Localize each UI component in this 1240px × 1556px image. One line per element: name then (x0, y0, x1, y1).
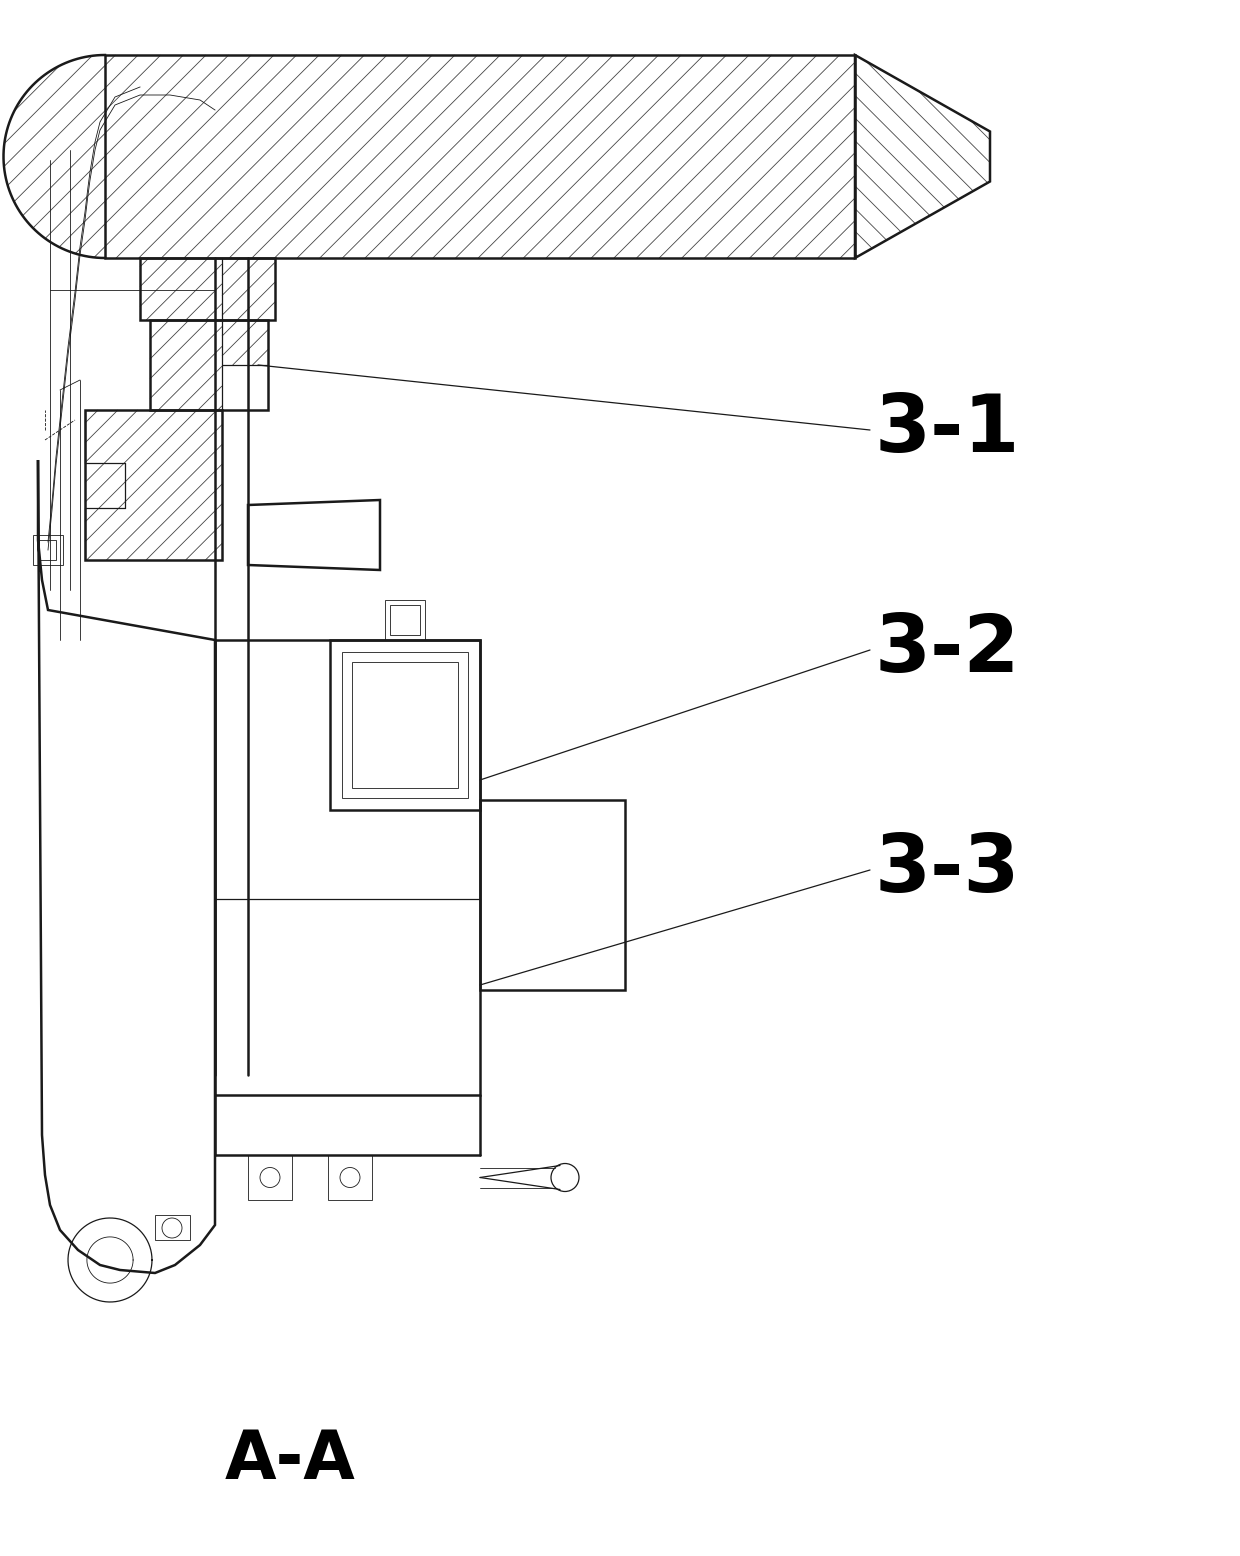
Text: A-A: A-A (224, 1427, 356, 1494)
Bar (329, 1155, 372, 1200)
Bar (330, 640, 480, 811)
Bar (384, 601, 425, 640)
Bar (480, 800, 625, 990)
Bar (105, 54, 856, 258)
Text: 3-2: 3-2 (875, 612, 1021, 689)
Bar (215, 640, 480, 1095)
Bar (33, 535, 63, 565)
Bar (391, 605, 420, 635)
Bar (140, 258, 275, 321)
Bar (155, 1215, 190, 1240)
Text: 3-1: 3-1 (875, 391, 1021, 468)
Polygon shape (38, 461, 215, 1273)
Bar (150, 321, 268, 409)
Bar (86, 409, 222, 560)
Bar (342, 652, 467, 798)
Text: 3-3: 3-3 (875, 831, 1021, 909)
Bar (38, 540, 56, 560)
Bar (248, 1155, 291, 1200)
Bar (352, 661, 458, 787)
